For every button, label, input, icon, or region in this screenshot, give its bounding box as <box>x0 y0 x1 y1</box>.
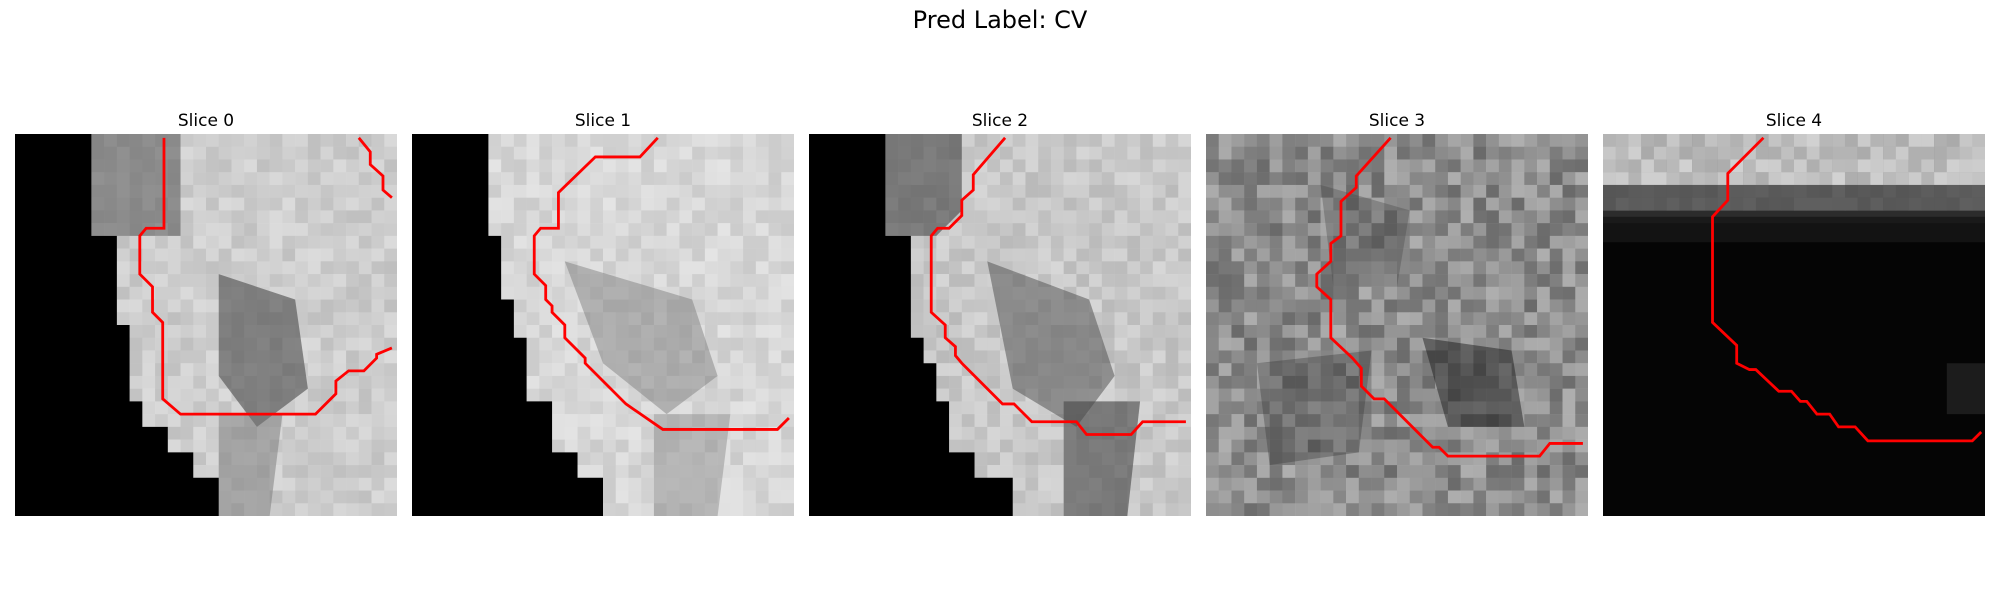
contour-line <box>138 137 393 416</box>
dark-blob <box>1946 363 1985 415</box>
figure-title: Pred Label: CV <box>912 6 1088 34</box>
slice-title-0: Slice 0 <box>177 111 235 131</box>
slice-title-2: Slice 2 <box>971 111 1029 131</box>
slice-image-3 <box>1206 134 1588 516</box>
slice-title-4: Slice 4 <box>1765 111 1823 131</box>
contour-line <box>929 136 1186 436</box>
slice-panel-2: Slice 2 <box>809 108 1191 516</box>
dark-blob <box>564 261 718 415</box>
dark-blob <box>218 414 283 516</box>
texture <box>1206 134 1588 516</box>
slice-panel-1: Slice 1 <box>412 108 794 516</box>
slice-panel-3: Slice 3 <box>1206 108 1588 516</box>
contour-line <box>1315 136 1583 458</box>
contour-line <box>1711 136 1983 443</box>
contour-line <box>532 136 790 431</box>
slice-image-4 <box>1603 134 1985 516</box>
dark-blob <box>1256 350 1372 466</box>
dark-blob <box>1063 401 1141 516</box>
slice-overlay-3 <box>1315 136 1583 458</box>
dark-blob <box>1320 184 1410 287</box>
contour-line <box>357 136 393 199</box>
slice-image-1 <box>412 134 794 516</box>
slice-title-1: Slice 1 <box>574 111 632 131</box>
gradient-band <box>1603 184 1985 224</box>
black-mask <box>412 134 603 516</box>
slice-image-2 <box>809 134 1191 516</box>
dark-blob <box>218 274 308 427</box>
slice-panel-0: Slice 0 <box>15 108 397 516</box>
dark-blob <box>885 134 962 236</box>
dark-blob <box>987 261 1115 427</box>
dark-blob <box>1422 337 1525 427</box>
slice-panel-4: Slice 4 <box>1603 108 1985 516</box>
black-mask <box>15 134 219 516</box>
slice-title-3: Slice 3 <box>1368 111 1426 131</box>
slice-image-0 <box>15 134 397 516</box>
dark-blob <box>653 414 731 516</box>
gradient-band <box>1603 216 1985 243</box>
dark-blob <box>91 134 181 236</box>
